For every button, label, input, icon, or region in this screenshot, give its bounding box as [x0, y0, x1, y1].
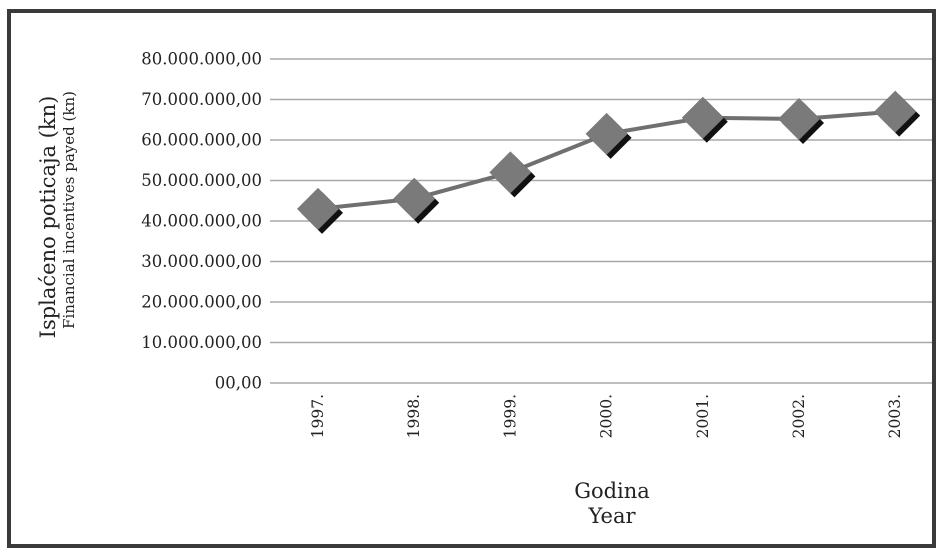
data-point: [874, 90, 921, 137]
x-tick-label: 1999.: [501, 394, 519, 438]
y-tick-label: 50.000.000,00: [141, 171, 262, 190]
data-point: [778, 97, 824, 144]
x-tick-label: 2003.: [886, 394, 904, 438]
x-tick-label: 2001.: [694, 394, 712, 438]
x-tick-label: 2002.: [790, 394, 808, 438]
y-tick-label: 60.000.000,00: [141, 131, 262, 150]
y-axis-label-secondary: Financial incentives payed (kn): [60, 91, 78, 329]
data-point: [393, 177, 440, 224]
y-tick-label: 80.000.000,00: [141, 50, 262, 69]
gridlines: [270, 58, 932, 384]
x-tick-label: 2000.: [598, 394, 616, 438]
x-axis-label-secondary: Year: [587, 504, 636, 528]
data-point: [681, 96, 728, 143]
x-tick-labels: 1997. 1998. 1999. 2000. 2001. 2002. 2003.: [309, 394, 904, 438]
x-tick-label: 1998.: [405, 394, 423, 438]
data-point: [297, 187, 343, 234]
y-tick-label: 30.000.000,00: [141, 252, 262, 271]
data-point: [489, 151, 536, 198]
y-tick-label: 00,00: [215, 374, 262, 393]
data-point: [585, 112, 632, 159]
x-tick-label: 1997.: [309, 394, 327, 438]
y-tick-label: 40.000.000,00: [141, 212, 262, 231]
y-tick-label: 70.000.000,00: [141, 90, 262, 109]
y-tick-label: 20.000.000,00: [141, 293, 262, 312]
y-tick-label: 10.000.000,00: [141, 333, 262, 352]
series-markers: [297, 90, 921, 234]
x-axis-label: Godina: [574, 479, 650, 503]
y-tick-labels: 00,00 10.000.000,00 20.000.000,00 30.000.00…: [141, 50, 262, 393]
y-axis-label: Isplaćeno poticaja (kn): [36, 96, 60, 339]
